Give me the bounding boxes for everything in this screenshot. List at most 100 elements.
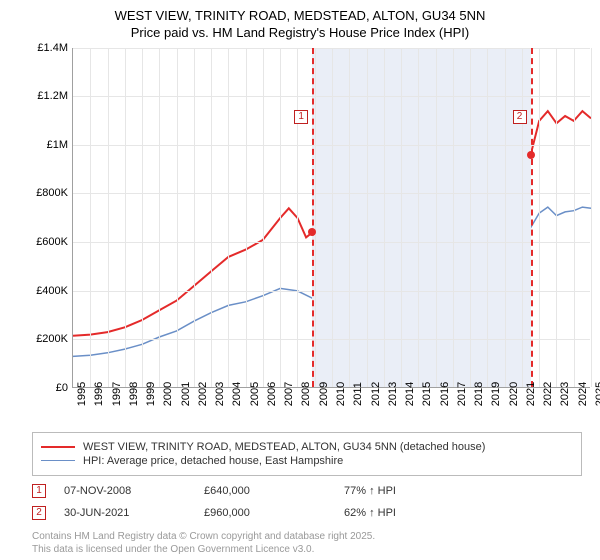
gridline-v (418, 48, 419, 387)
gridline-v (384, 48, 385, 387)
x-axis-label: 1999 (145, 382, 157, 406)
footer-credits: Contains HM Land Registry data © Crown c… (32, 530, 590, 556)
gridline-v (349, 48, 350, 387)
x-axis-label: 2025 (594, 382, 600, 406)
gridline-v (177, 48, 178, 387)
gridline-v (263, 48, 264, 387)
x-axis-label: 2002 (197, 382, 209, 406)
gridline-v (211, 48, 212, 387)
gridline-v (228, 48, 229, 387)
legend-label: HPI: Average price, detached house, East… (83, 455, 343, 467)
gridline-v (556, 48, 557, 387)
legend-swatch (41, 446, 75, 448)
x-axis-label: 2013 (387, 382, 399, 406)
plot-region: 12 (72, 48, 590, 388)
x-axis-label: 2005 (249, 382, 261, 406)
gridline-v (315, 48, 316, 387)
sale-marker-icon: 1 (32, 484, 46, 498)
x-axis-label: 2003 (214, 382, 226, 406)
chart-container: WEST VIEW, TRINITY ROAD, MEDSTEAD, ALTON… (0, 0, 600, 560)
sale-point-icon (308, 228, 316, 236)
x-axis-label: 2024 (577, 382, 589, 406)
gridline-v (297, 48, 298, 387)
gridline-v (142, 48, 143, 387)
x-axis-label: 2017 (456, 382, 468, 406)
shaded-region (312, 48, 530, 387)
sale-price: £960,000 (204, 507, 344, 519)
gridline-v (90, 48, 91, 387)
title-line-1: WEST VIEW, TRINITY ROAD, MEDSTEAD, ALTON… (10, 8, 590, 25)
sale-delta: 62% ↑ HPI (344, 507, 484, 519)
gridline-v (574, 48, 575, 387)
gridline-v (591, 48, 592, 387)
x-axis-label: 1996 (93, 382, 105, 406)
gridline-v (453, 48, 454, 387)
gridline-v (470, 48, 471, 387)
event-marker-icon: 1 (294, 110, 308, 124)
gridline-v (522, 48, 523, 387)
title-line-2: Price paid vs. HM Land Registry's House … (10, 25, 590, 42)
x-axis-label: 2020 (508, 382, 520, 406)
legend-swatch (41, 460, 75, 461)
sale-delta: 77% ↑ HPI (344, 485, 484, 497)
gridline-v (246, 48, 247, 387)
sale-row: 2 30-JUN-2021 £960,000 62% ↑ HPI (32, 502, 582, 524)
gridline-v (194, 48, 195, 387)
gridline-v (125, 48, 126, 387)
x-axis-label: 2009 (318, 382, 330, 406)
x-axis-label: 2015 (421, 382, 433, 406)
title-block: WEST VIEW, TRINITY ROAD, MEDSTEAD, ALTON… (10, 8, 590, 42)
x-axis-label: 1995 (76, 382, 88, 406)
gridline-v (367, 48, 368, 387)
sale-point-icon (527, 151, 535, 159)
y-axis-label: £400K (28, 285, 68, 297)
x-axis-label: 2018 (473, 382, 485, 406)
gridline-v (436, 48, 437, 387)
legend-box: WEST VIEW, TRINITY ROAD, MEDSTEAD, ALTON… (32, 432, 582, 476)
event-line (531, 48, 533, 387)
gridline-v (539, 48, 540, 387)
x-axis-label: 2023 (559, 382, 571, 406)
x-axis-label: 2016 (439, 382, 451, 406)
footer-line-1: Contains HM Land Registry data © Crown c… (32, 530, 590, 543)
x-axis-label: 2008 (300, 382, 312, 406)
gridline-v (401, 48, 402, 387)
y-axis-label: £1.4M (28, 42, 68, 54)
legend-row: HPI: Average price, detached house, East… (41, 455, 573, 467)
x-axis-label: 2022 (542, 382, 554, 406)
gridline-v (487, 48, 488, 387)
sale-price: £640,000 (204, 485, 344, 497)
x-axis-label: 2019 (490, 382, 502, 406)
gridline-v (108, 48, 109, 387)
x-axis-label: 2004 (231, 382, 243, 406)
event-line (312, 48, 314, 387)
footer-line-2: This data is licensed under the Open Gov… (32, 543, 590, 556)
y-axis-label: £0 (28, 382, 68, 394)
y-axis-label: £1.2M (28, 90, 68, 102)
y-axis-label: £200K (28, 333, 68, 345)
event-marker-icon: 2 (513, 110, 527, 124)
gridline-v (332, 48, 333, 387)
sale-marker-icon: 2 (32, 506, 46, 520)
legend-row: WEST VIEW, TRINITY ROAD, MEDSTEAD, ALTON… (41, 441, 573, 453)
x-axis-label: 2001 (180, 382, 192, 406)
legend-label: WEST VIEW, TRINITY ROAD, MEDSTEAD, ALTON… (83, 441, 485, 453)
x-axis-label: 2014 (404, 382, 416, 406)
y-axis-label: £1M (28, 139, 68, 151)
gridline-v (505, 48, 506, 387)
sale-date: 07-NOV-2008 (64, 485, 204, 497)
x-axis-label: 1997 (111, 382, 123, 406)
sales-table: 1 07-NOV-2008 £640,000 77% ↑ HPI 2 30-JU… (32, 480, 582, 524)
y-axis-label: £800K (28, 187, 68, 199)
x-axis-label: 2011 (352, 382, 364, 406)
x-axis-label: 2006 (266, 382, 278, 406)
x-axis-label: 2007 (283, 382, 295, 406)
sale-row: 1 07-NOV-2008 £640,000 77% ↑ HPI (32, 480, 582, 502)
gridline-v (159, 48, 160, 387)
x-axis-label: 2010 (335, 382, 347, 406)
x-axis-label: 2021 (525, 382, 537, 406)
x-axis-label: 1998 (128, 382, 140, 406)
chart-area: 12 £0£200K£400K£600K£800K£1M£1.2M£1.4M19… (30, 48, 590, 428)
y-axis-label: £600K (28, 236, 68, 248)
x-axis-label: 2012 (370, 382, 382, 406)
